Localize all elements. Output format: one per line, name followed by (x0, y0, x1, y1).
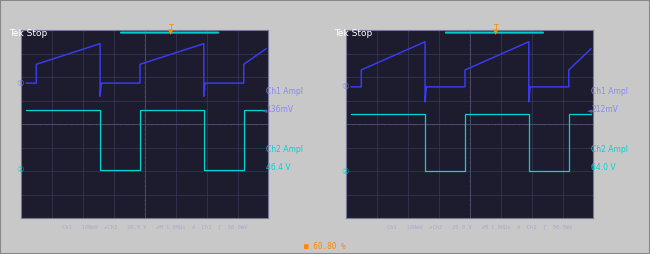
Text: Tek Stop: Tek Stop (9, 29, 47, 38)
Text: ▼: ▼ (493, 29, 499, 35)
Text: Ch1   100mV  ✔Ch2   20.0 V   ✔M 1.00μs  A  Ch1  ʃ  50.0mV: Ch1 100mV ✔Ch2 20.0 V ✔M 1.00μs A Ch1 ʃ … (62, 225, 247, 230)
Text: ◄: ◄ (587, 108, 592, 114)
Text: ①: ① (16, 78, 23, 88)
Text: ■ 60.80 %: ■ 60.80 % (304, 243, 346, 251)
Text: ①: ① (341, 82, 348, 91)
Text: ②: ② (16, 165, 23, 174)
Text: ②: ② (341, 167, 348, 176)
Text: T: T (494, 24, 499, 33)
Text: Ch1 Ampl: Ch1 Ampl (592, 87, 628, 96)
Text: Ch1   100mV  ✔Ch2   20.0 V   ✔M 1.00μs  A  Ch1  ʃ  50.0mV: Ch1 100mV ✔Ch2 20.0 V ✔M 1.00μs A Ch1 ʃ … (387, 225, 572, 230)
Text: 212mV: 212mV (592, 105, 618, 114)
Text: Tek Stop: Tek Stop (334, 29, 372, 38)
Text: ▼: ▼ (168, 29, 174, 35)
Text: Ch1 Ampl: Ch1 Ampl (266, 87, 303, 96)
Text: T: T (169, 24, 174, 33)
Text: Ch2 Ampl: Ch2 Ampl (266, 146, 303, 154)
Text: 64.0 V: 64.0 V (592, 163, 616, 172)
Text: 136mV: 136mV (266, 105, 293, 114)
Text: 46.4 V: 46.4 V (266, 163, 291, 172)
Text: ◄: ◄ (262, 108, 267, 114)
Text: Ch2 Ampl: Ch2 Ampl (592, 146, 628, 154)
